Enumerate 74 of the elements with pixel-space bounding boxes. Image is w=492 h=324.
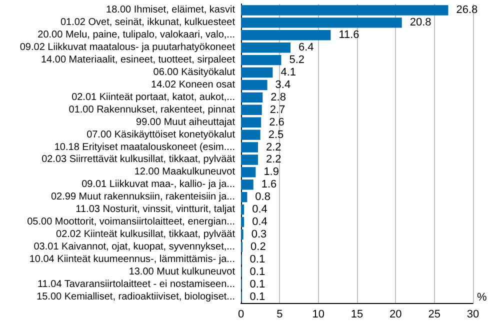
y-tick-label: 14.02 Koneen osat [151, 79, 236, 90]
y-tick-label: 02.02 Kiinteät kulkusillat, tikkaat, pylväät [56, 228, 236, 240]
data-label: 0.2 [250, 240, 266, 253]
data-label: 0.3 [251, 228, 267, 240]
x-tick-label: 5 [276, 308, 283, 320]
data-label: 2.2 [266, 141, 282, 154]
data-label: 0.8 [255, 191, 270, 204]
data-label: 20.8 [410, 16, 432, 29]
data-label: 0.4 [252, 216, 268, 228]
y-tick-label: 20.00 Melu, paine, tulipalo, valokaari, valo,... [38, 30, 235, 41]
y-tick-label: 12.00 Maakulkuneuvot [134, 166, 236, 178]
data-label: 0.4 [252, 204, 268, 216]
y-tick-label: 06.00 Käsityökalut [153, 67, 236, 78]
data-label: 1.6 [261, 178, 277, 191]
data-label: 2.2 [266, 154, 282, 166]
data-label: 3.4 [275, 78, 291, 91]
data-label: 0.1 [250, 290, 266, 303]
data-label: 5.2 [289, 54, 305, 66]
data-label: 6.4 [298, 42, 314, 54]
data-label: 0.1 [250, 278, 266, 290]
data-label: 0.1 [250, 266, 266, 278]
x-tick-label: 30 [466, 308, 480, 320]
y-tick-label: 99.00 Muut aiheuttajat [136, 116, 236, 128]
data-label: 1.9 [264, 166, 279, 178]
data-label: 26.8 [456, 4, 478, 16]
bar [241, 192, 248, 202]
bar [241, 30, 331, 40]
data-label: 2.7 [270, 104, 286, 116]
x-tick-label: 10 [312, 308, 324, 320]
bar [241, 117, 262, 128]
y-tick-label: 02.01 Kiinteät portaat, katot, aukot,... [72, 92, 235, 103]
bar [241, 67, 273, 78]
bar [241, 142, 258, 152]
y-tick-label: 05.00 Moottorit, voimansiirtolaitteet, energian... [27, 216, 235, 228]
y-tick-label: 01.00 Rakennukset, rakenteet, pinnat [68, 104, 236, 116]
y-tick-label: 09.02 Liikkuvat maatalous- ja puutarhatyökoneet [20, 42, 236, 54]
y-tick-label: 01.02 Ovet, seinät, ikkunat, kulkuesteet [60, 17, 236, 28]
bar [241, 54, 282, 66]
y-tick-label: 10.04 Kiinteät kuumeennus-, lämmittämis- ja... [29, 254, 235, 265]
data-label: 4.1 [280, 66, 296, 79]
y-tick-label: 09.01 Liikkuvat maa-, kallio- ja ja... [82, 179, 235, 190]
x-axis-title: % [477, 292, 487, 304]
data-label: 2.8 [270, 91, 286, 104]
x-tick-label: 0 [238, 308, 244, 320]
data-label: 2.6 [269, 116, 284, 128]
bar [241, 92, 263, 103]
y-tick-label: 13.00 Muut kulkuneuvot [128, 266, 236, 278]
y-tick-label: 02.99 Muut rakennuksiin, rakenteisiin ja... [51, 192, 235, 203]
bar [241, 5, 448, 16]
y-tick-label: 02.03 Siirrettävät kulkusillat, tikkaat, pylväät [42, 154, 236, 166]
bar [241, 42, 290, 53]
bar [241, 216, 244, 228]
bar [241, 130, 260, 140]
bar [241, 167, 256, 178]
x-tick-label: 20 [390, 308, 402, 320]
bar [241, 204, 244, 215]
y-tick-label: 15.00 Kemialliset, radioaktiiviset, biologiset... [36, 291, 235, 302]
bar [241, 154, 258, 165]
bar [241, 104, 262, 116]
x-tick-label: 25 [428, 308, 440, 320]
bar [241, 180, 254, 190]
bar [241, 80, 268, 90]
y-tick-label: 07.00 Käsikäyttöiset konetyökalut [86, 129, 236, 140]
y-tick-label: 10.18 Erityiset maatalouskoneet (esim.... [54, 142, 235, 153]
y-tick-label: 14.00 Materiaalit, esineet, tuotteet, sirpaleet [40, 54, 236, 66]
x-tick-label: 15 [350, 308, 364, 320]
bar [241, 18, 402, 28]
y-tick-label: 11.04 Tavaransiirtolaitteet - ei nostamiseen... [37, 278, 235, 290]
data-label: 0.1 [250, 253, 266, 266]
y-tick-label: 11.03 Nosturit, vinssit, vintturit, taljat [76, 204, 236, 216]
data-label: 2.5 [268, 128, 284, 141]
y-tick-label: 18.00 Ihmiset, eläimet, kasvit [106, 4, 236, 16]
y-tick-label: 03.01 Kaivannot, ojat, kuopat, syvennykset,... [34, 241, 235, 252]
data-label: 11.6 [338, 29, 360, 42]
